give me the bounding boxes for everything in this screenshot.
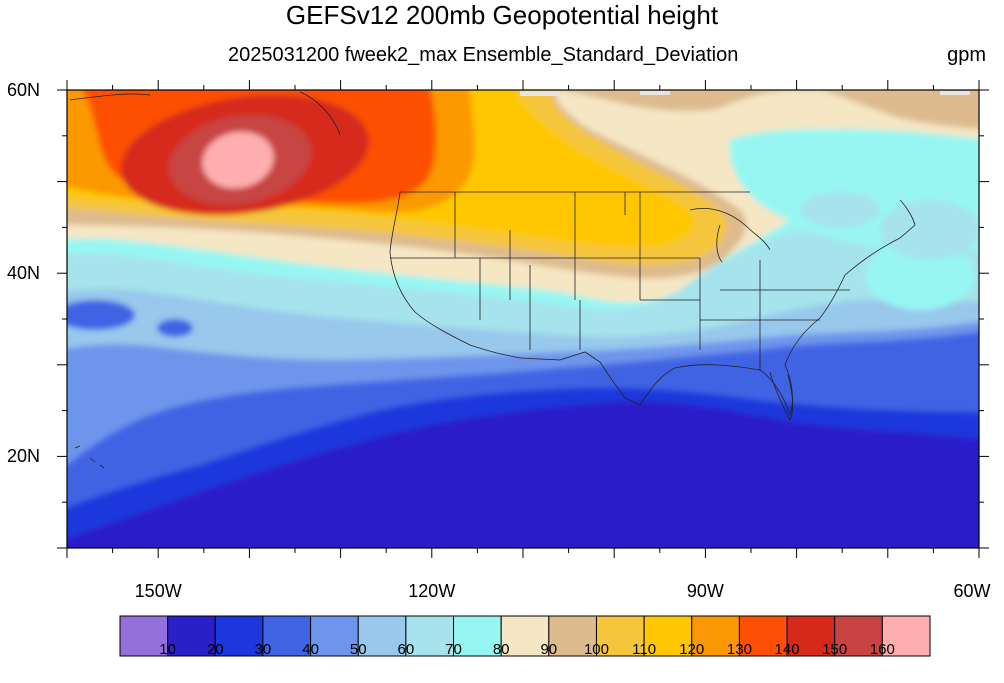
lat-label: 60N	[6, 80, 40, 100]
colorbar-label: 80	[492, 641, 510, 658]
colorbar-label: 50	[349, 641, 367, 658]
us-west-coast	[389, 191, 521, 359]
colorbar-label: 40	[302, 641, 319, 658]
colorbar-label: 70	[445, 641, 462, 658]
lat-label: 40N	[6, 263, 40, 284]
colorbar-label: 60	[397, 641, 415, 658]
lon-label: 150W	[134, 581, 182, 601]
contour-field	[67, 90, 979, 548]
plot-title: GEFSv12 200mb Geopotential height	[285, 0, 719, 30]
contour-blob-east-3	[800, 192, 880, 228]
great-lakes	[689, 208, 771, 263]
colorbar-label: 10	[159, 641, 176, 658]
colorbar-label: 120	[679, 641, 705, 658]
colorbar-label: 140	[774, 641, 800, 658]
lon-label: 60W	[953, 581, 991, 601]
lat-label: 20N	[6, 446, 40, 467]
missing-data-specks	[520, 91, 970, 96]
lon-label: 120W	[408, 581, 456, 601]
hawaii	[74, 445, 105, 469]
colorbar-label: 20	[206, 641, 224, 658]
colorbar-label: 130	[726, 641, 752, 658]
florida	[769, 371, 794, 421]
contour-band-10-20	[67, 401, 979, 548]
plot-subtitle: 2025031200 fweek2_max Ensemble_Standard_…	[228, 44, 739, 66]
contour-blob-east-2	[880, 200, 979, 260]
contour-blob-west	[157, 319, 193, 337]
lon-label: 90W	[686, 581, 724, 601]
contour-blob-west-2	[67, 300, 135, 330]
colorbar-label: 150	[822, 641, 848, 658]
axis-ticks	[57, 80, 989, 558]
colorbar-label: 100	[583, 641, 609, 658]
contour-band-160-plus	[202, 131, 274, 189]
colorbar-label: 90	[540, 641, 558, 658]
colorbar-label: 160	[869, 641, 895, 658]
mexico-border-gulf	[519, 199, 916, 417]
colorbar-label: 30	[254, 641, 272, 658]
units-label: gpm	[947, 44, 986, 66]
colorbar-label: 110	[632, 641, 657, 658]
coastlines	[69, 91, 916, 469]
alaska-coast	[69, 91, 341, 136]
state-lines	[390, 192, 850, 370]
